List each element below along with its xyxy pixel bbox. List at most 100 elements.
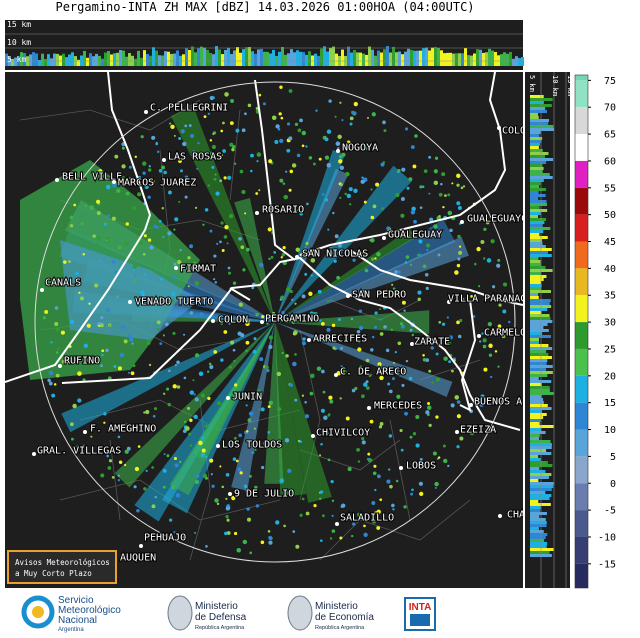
echo-column: [290, 49, 293, 66]
echo-dot: [170, 485, 176, 490]
echo-dot: [392, 287, 396, 290]
echo-dot: [451, 369, 454, 373]
height-label: 10 km: [7, 38, 31, 47]
echo-dot: [120, 176, 126, 181]
echo-column: [197, 48, 200, 66]
echo-dot: [247, 103, 252, 108]
echo-column: [164, 51, 167, 66]
emblem: [287, 595, 313, 631]
city-label: LOS TOLDOS: [222, 440, 282, 451]
city-label: CARMELO: [484, 328, 526, 339]
echo-dot: [187, 406, 191, 410]
echo-dot: [44, 310, 49, 314]
echo-dot: [388, 468, 391, 471]
echo-dot: [191, 150, 196, 155]
echo-dot: [316, 366, 322, 371]
echo-dot: [497, 258, 501, 262]
echo-column: [347, 46, 350, 66]
echo-dot: [417, 290, 422, 295]
echo-dot: [232, 457, 237, 461]
echo-dot: [427, 405, 432, 410]
echo-row: [530, 458, 541, 461]
echo-dot: [470, 295, 473, 298]
echo-dot: [430, 346, 434, 350]
echo-dot: [143, 411, 146, 414]
echo-dot: [456, 263, 461, 268]
echo-row: [530, 335, 551, 338]
echo-dot: [219, 465, 222, 468]
echo-dot: [411, 206, 416, 212]
echo-dot: [301, 341, 306, 346]
echo-dot: [351, 388, 356, 393]
echo-dot: [145, 469, 148, 472]
warning-box[interactable]: [7, 550, 117, 584]
echo-dot: [289, 289, 293, 294]
echo-dot: [299, 118, 303, 123]
smn-logo: [21, 595, 55, 629]
echo-dot: [230, 340, 235, 345]
echo-dot: [418, 481, 424, 486]
echo-dot: [134, 466, 140, 472]
echo-row: [530, 191, 539, 194]
echo-dot: [456, 445, 460, 449]
echo-dot: [482, 344, 487, 349]
echo-dot: [92, 234, 96, 238]
echo-row: [530, 461, 548, 464]
echo-column: [11, 58, 14, 66]
footer-text: República Argentina: [195, 625, 245, 631]
echo-column: [263, 51, 266, 66]
echo-column: [158, 55, 161, 66]
echo-dot: [414, 134, 418, 138]
echo-dot: [354, 386, 358, 391]
echo-row: [530, 494, 552, 497]
echo-dot: [304, 414, 310, 419]
echo-dot: [126, 446, 131, 451]
echo-dot: [337, 147, 340, 150]
colorbar-segment: [575, 214, 588, 242]
echo-dot: [268, 540, 273, 545]
echo-dot: [438, 320, 442, 324]
colorbar-frame: [574, 74, 589, 589]
echo-dot: [182, 535, 186, 539]
echo-dot: [428, 155, 432, 159]
echo-dot: [266, 368, 270, 373]
echo-dot: [434, 486, 437, 489]
height-label: 10 km: [551, 75, 559, 96]
echo-dot: [448, 335, 453, 340]
side-echo: [530, 95, 554, 557]
echo-dot: [254, 448, 257, 452]
echo-ray: [275, 322, 453, 397]
emblem: [167, 595, 193, 631]
echo-dot: [273, 250, 277, 254]
echo-row: [530, 182, 541, 185]
echo-dot: [339, 165, 345, 170]
echo-dot: [353, 188, 358, 194]
echo-dot: [190, 133, 195, 138]
echo-dot: [302, 248, 305, 251]
echo-dot: [320, 408, 326, 413]
echo-column: [239, 52, 242, 66]
echo-dot: [446, 316, 450, 319]
echo-dot: [189, 311, 193, 315]
echo-dot: [237, 467, 242, 472]
echo-dot: [315, 109, 318, 112]
echo-dot: [325, 432, 330, 436]
range-ring: [34, 81, 516, 563]
colorbar-label: 55: [604, 183, 616, 194]
echo-row: [530, 476, 549, 479]
echo-dot: [400, 197, 405, 201]
echo-dot: [449, 228, 453, 233]
echo-dot: [140, 290, 145, 295]
echo-row: [530, 293, 539, 296]
echo-dot: [318, 157, 322, 161]
echo-dot: [447, 193, 451, 197]
echo-column: [77, 59, 80, 66]
city-label: GUALEGUAYC: [467, 214, 527, 225]
echo-dot: [456, 400, 461, 404]
echo-dot: [245, 349, 248, 352]
echo-dot: [113, 365, 117, 368]
echo-column: [398, 51, 401, 66]
echo-dot: [243, 484, 248, 488]
echo-dot: [123, 339, 128, 344]
echo-dot: [249, 474, 252, 478]
